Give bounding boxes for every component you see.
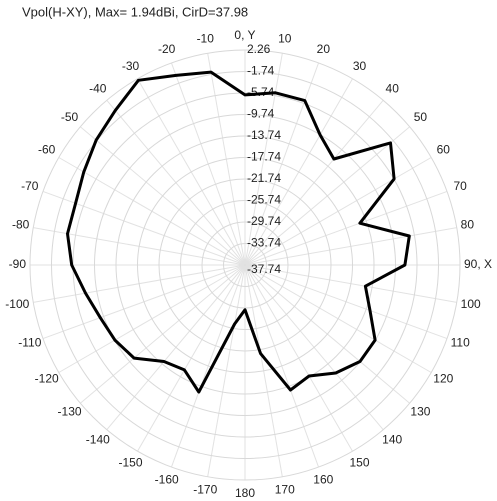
r-tick-label: -1.74 bbox=[247, 64, 275, 78]
ring-line bbox=[94, 114, 396, 416]
ring-line bbox=[223, 243, 267, 287]
ring-line bbox=[51, 71, 439, 459]
angle-label: -130 bbox=[58, 404, 82, 418]
angle-label: 110 bbox=[451, 335, 470, 349]
ring-line bbox=[115, 135, 375, 395]
angle-label: 70 bbox=[454, 179, 468, 193]
angle-label: -40 bbox=[89, 82, 107, 96]
angle-label: -30 bbox=[122, 59, 140, 73]
angle-label: -70 bbox=[21, 179, 39, 193]
pattern-line bbox=[66, 70, 411, 394]
r-tick-label: -37.74 bbox=[247, 262, 281, 276]
r-tick-label: -33.74 bbox=[247, 236, 281, 250]
angle-label: -110 bbox=[18, 335, 41, 349]
angle-label: 20 bbox=[317, 42, 331, 56]
ring-line bbox=[158, 178, 332, 352]
r-tick-label: -13.74 bbox=[247, 128, 281, 142]
angle-label: 100 bbox=[461, 297, 481, 311]
angle-label: 90, X bbox=[464, 257, 492, 271]
angle-label: 30 bbox=[353, 59, 367, 73]
angle-label: 10 bbox=[278, 32, 292, 46]
angle-label: -150 bbox=[118, 455, 142, 469]
angle-label: 40 bbox=[386, 82, 400, 96]
r-tick-label: 2.26 bbox=[247, 42, 271, 56]
angle-label: 130 bbox=[410, 404, 430, 418]
r-tick-label: -25.74 bbox=[247, 193, 281, 207]
angle-label: -50 bbox=[61, 110, 79, 124]
r-tick-label: -9.74 bbox=[247, 107, 275, 121]
ring-line bbox=[137, 157, 353, 373]
chart-title: Vpol(H-XY), Max= 1.94dBi, CirD=37.98 bbox=[22, 4, 248, 19]
angle-label: 120 bbox=[433, 372, 453, 386]
angle-label: 180 bbox=[235, 486, 255, 500]
angle-label: -160 bbox=[155, 472, 179, 486]
angle-label: 160 bbox=[313, 472, 333, 486]
angle-label: -140 bbox=[86, 433, 110, 447]
angle-label: -80 bbox=[12, 217, 30, 231]
r-tick-label: -17.74 bbox=[247, 150, 281, 164]
r-tick-label: -21.74 bbox=[247, 171, 281, 185]
angle-label: 140 bbox=[382, 433, 402, 447]
angle-label: 60 bbox=[437, 143, 451, 157]
angle-label: 50 bbox=[414, 110, 428, 124]
angle-label: -20 bbox=[158, 42, 176, 56]
angle-label: 150 bbox=[349, 455, 369, 469]
angle-label: -100 bbox=[5, 297, 29, 311]
r-tick-label: -29.74 bbox=[247, 214, 281, 228]
angle-label: -90 bbox=[9, 257, 27, 271]
ring-line bbox=[201, 221, 289, 309]
angle-label: 80 bbox=[461, 217, 475, 231]
ring-line bbox=[29, 49, 461, 481]
angle-label: -60 bbox=[38, 143, 56, 157]
angle-label: 170 bbox=[275, 483, 295, 497]
angle-label: -120 bbox=[35, 372, 59, 386]
angle-label: -10 bbox=[197, 32, 215, 46]
angle-label: -170 bbox=[193, 483, 217, 497]
ring-line bbox=[180, 200, 310, 330]
angle-label: 0, Y bbox=[234, 28, 255, 42]
